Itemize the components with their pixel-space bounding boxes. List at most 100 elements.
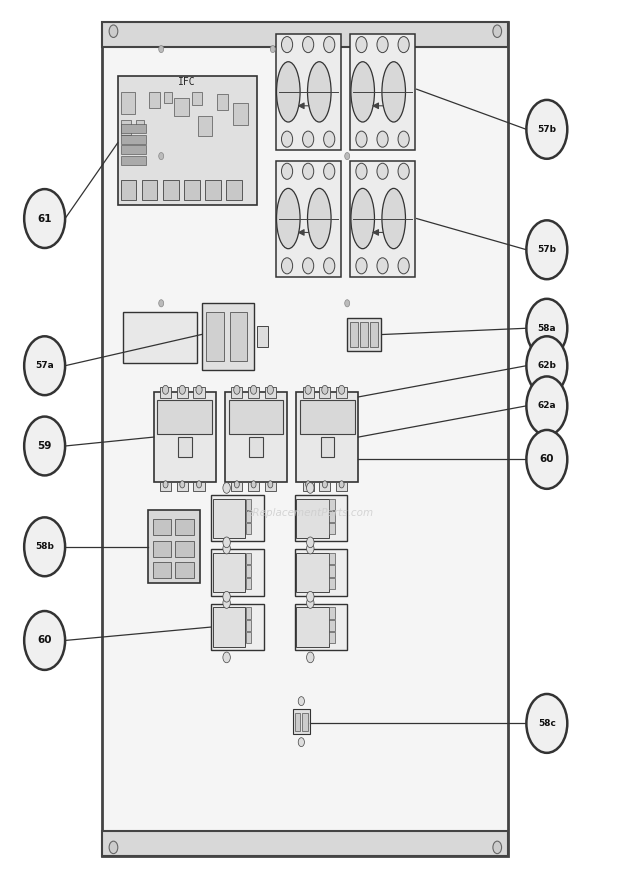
Bar bbox=[123, 312, 197, 363]
Bar bbox=[321, 437, 334, 457]
Bar bbox=[142, 180, 157, 200]
Circle shape bbox=[223, 537, 231, 548]
Text: eReplacementParts.com: eReplacementParts.com bbox=[246, 508, 374, 518]
Circle shape bbox=[493, 841, 502, 854]
Bar bbox=[350, 34, 415, 150]
Bar bbox=[329, 566, 335, 576]
Circle shape bbox=[306, 543, 314, 554]
Circle shape bbox=[493, 25, 502, 37]
Circle shape bbox=[179, 385, 185, 394]
Circle shape bbox=[306, 598, 314, 608]
Bar bbox=[302, 713, 308, 731]
Bar bbox=[160, 482, 171, 491]
Bar bbox=[249, 437, 263, 457]
Ellipse shape bbox=[351, 188, 374, 249]
Ellipse shape bbox=[308, 62, 331, 122]
Bar bbox=[246, 620, 251, 631]
Bar bbox=[230, 312, 247, 361]
Circle shape bbox=[298, 738, 304, 747]
Ellipse shape bbox=[382, 62, 405, 122]
Circle shape bbox=[305, 385, 311, 394]
Bar bbox=[296, 392, 358, 482]
Circle shape bbox=[345, 300, 350, 307]
Bar bbox=[246, 632, 251, 643]
Bar bbox=[175, 519, 194, 535]
Circle shape bbox=[159, 153, 164, 160]
Circle shape bbox=[197, 481, 202, 488]
Circle shape bbox=[163, 481, 168, 488]
Bar bbox=[246, 566, 251, 576]
Bar bbox=[300, 400, 355, 434]
Circle shape bbox=[270, 45, 275, 53]
Circle shape bbox=[377, 258, 388, 274]
Bar bbox=[174, 98, 189, 116]
Bar bbox=[329, 607, 335, 619]
Bar bbox=[121, 156, 146, 165]
Bar bbox=[211, 604, 264, 650]
Text: 62b: 62b bbox=[538, 361, 556, 370]
Bar bbox=[329, 620, 335, 631]
Circle shape bbox=[356, 258, 367, 274]
Bar bbox=[319, 482, 330, 491]
Circle shape bbox=[322, 481, 327, 488]
Bar bbox=[360, 322, 368, 347]
Circle shape bbox=[24, 336, 65, 395]
Bar bbox=[148, 510, 200, 583]
Bar bbox=[246, 511, 251, 522]
Bar bbox=[175, 541, 194, 557]
Bar bbox=[213, 553, 246, 592]
Circle shape bbox=[526, 220, 567, 279]
Circle shape bbox=[223, 483, 231, 493]
Bar bbox=[303, 482, 314, 491]
Circle shape bbox=[281, 258, 293, 274]
Ellipse shape bbox=[308, 188, 331, 249]
Bar bbox=[177, 387, 188, 398]
Bar bbox=[153, 519, 171, 535]
Bar bbox=[276, 161, 341, 277]
Bar bbox=[193, 482, 205, 491]
Bar bbox=[198, 116, 212, 136]
Bar bbox=[213, 499, 246, 538]
Circle shape bbox=[109, 841, 118, 854]
Bar bbox=[248, 482, 259, 491]
Bar bbox=[350, 161, 415, 277]
Circle shape bbox=[24, 189, 65, 248]
Bar bbox=[229, 400, 283, 434]
Circle shape bbox=[526, 336, 567, 395]
Bar bbox=[336, 387, 347, 398]
Circle shape bbox=[377, 163, 388, 179]
Circle shape bbox=[377, 37, 388, 53]
Circle shape bbox=[303, 131, 314, 147]
Circle shape bbox=[303, 37, 314, 53]
Circle shape bbox=[377, 131, 388, 147]
Bar bbox=[118, 76, 257, 205]
Circle shape bbox=[298, 697, 304, 706]
Bar bbox=[248, 387, 259, 398]
Circle shape bbox=[303, 258, 314, 274]
Circle shape bbox=[526, 100, 567, 159]
Bar bbox=[163, 180, 179, 200]
Circle shape bbox=[234, 385, 240, 394]
Bar bbox=[329, 499, 335, 510]
Circle shape bbox=[306, 537, 314, 548]
Bar bbox=[184, 180, 200, 200]
Bar bbox=[153, 562, 171, 578]
Bar bbox=[160, 387, 171, 398]
Bar bbox=[319, 387, 330, 398]
Bar bbox=[246, 578, 251, 589]
Text: 57b: 57b bbox=[538, 125, 556, 134]
Bar bbox=[296, 499, 329, 538]
Bar bbox=[213, 607, 246, 647]
Circle shape bbox=[24, 611, 65, 670]
Circle shape bbox=[322, 385, 328, 394]
Circle shape bbox=[306, 652, 314, 663]
Bar bbox=[329, 511, 335, 522]
Bar bbox=[350, 322, 358, 347]
Circle shape bbox=[324, 131, 335, 147]
Bar bbox=[121, 92, 135, 114]
Circle shape bbox=[223, 591, 231, 602]
Bar bbox=[164, 92, 172, 103]
Circle shape bbox=[223, 598, 231, 608]
Bar bbox=[294, 604, 347, 650]
Bar bbox=[178, 437, 192, 457]
